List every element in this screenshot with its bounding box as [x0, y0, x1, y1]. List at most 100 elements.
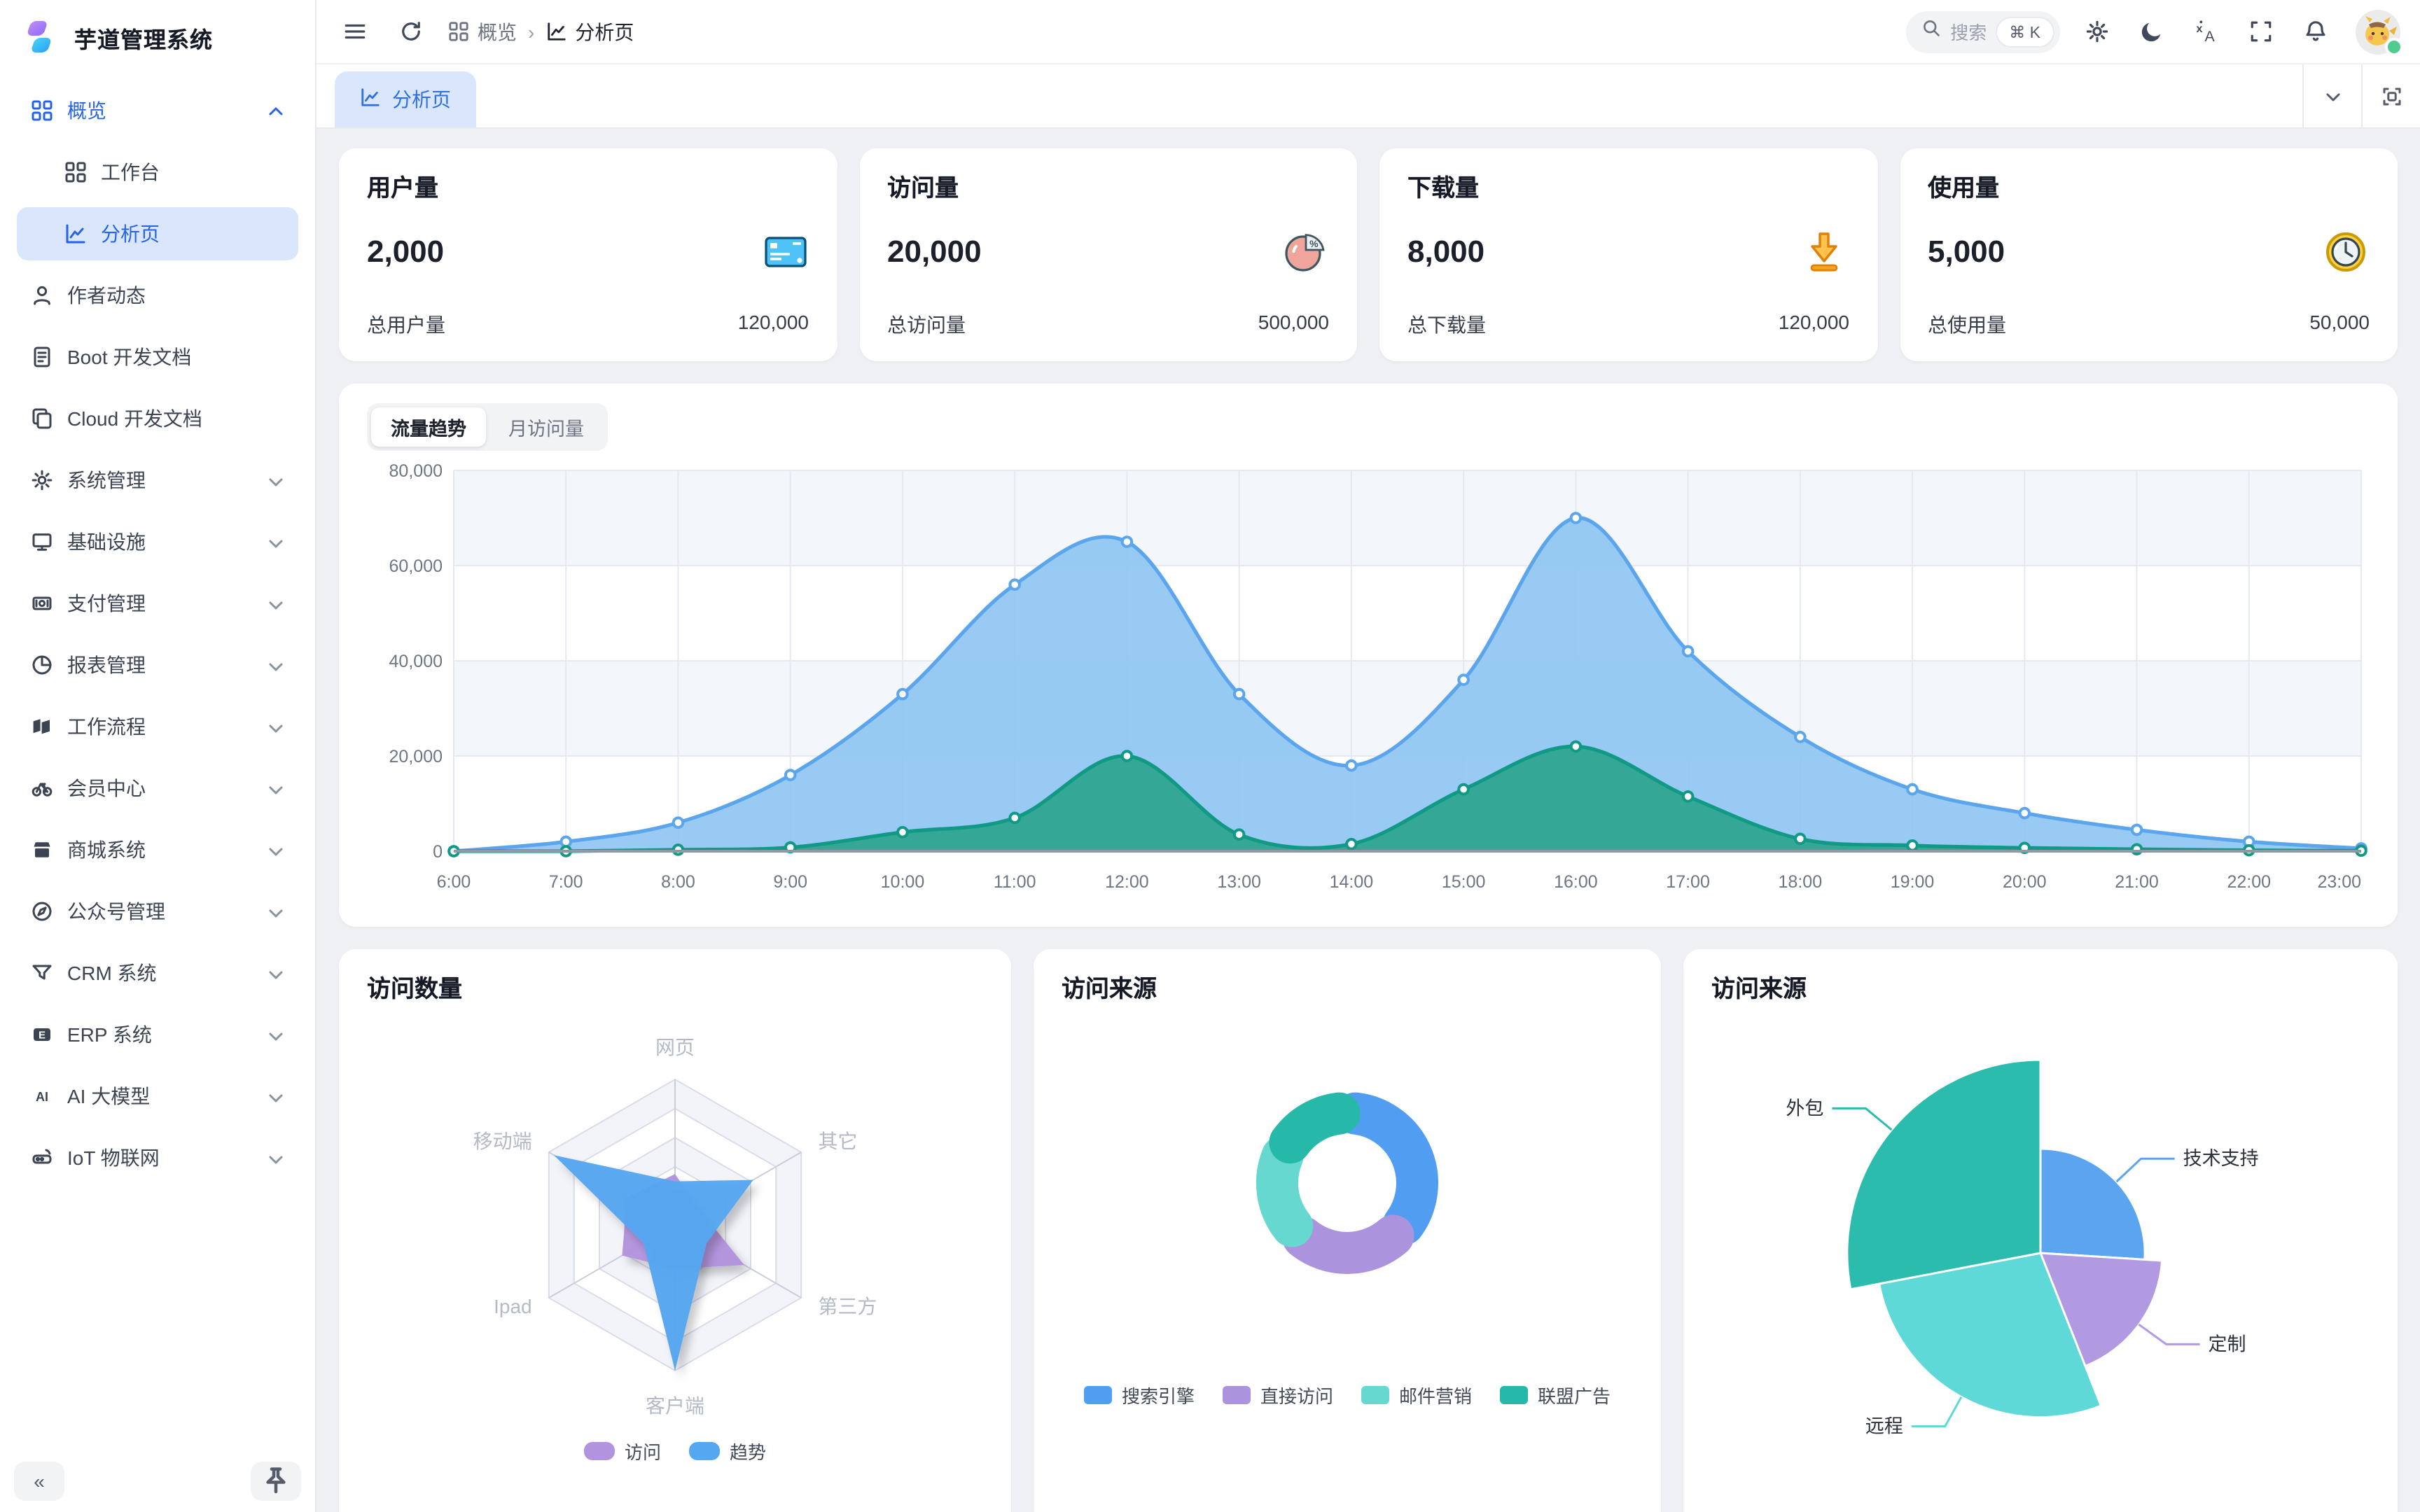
sidebar-item-label: 概览 [67, 99, 106, 122]
user-icon [34, 286, 50, 305]
visit-count-title: 访问数量 [367, 976, 462, 1002]
sidebar-item-workbench[interactable]: 工作台 [17, 146, 298, 199]
radar-legend-item-1[interactable]: 趋势 [689, 1438, 766, 1464]
stat-card-visits: 访问量 20,000 % 总访问量 500,000 [859, 148, 1357, 361]
page-content: 用户量 2,000 总用户量 120,000 访问量 20,000 % 总访问量… [317, 129, 2420, 1512]
chevron-down-icon [269, 786, 283, 794]
sidebar-item-label: 支付管理 [67, 592, 146, 615]
search-icon [1923, 20, 1940, 36]
refresh-button[interactable] [392, 13, 429, 50]
donut-legend-item-3[interactable]: 联盟广告 [1500, 1382, 1611, 1408]
chevron-down-icon [269, 848, 283, 856]
gear-icon [32, 470, 53, 491]
stat-title: 下载量 [1407, 175, 1479, 202]
content-fullscreen-button[interactable] [2361, 64, 2420, 127]
sidebar-item-member[interactable]: 会员中心 [17, 762, 298, 815]
workflow-icon [33, 719, 50, 734]
svg-text:Ipad: Ipad [494, 1296, 532, 1317]
legend-swatch [1361, 1386, 1389, 1404]
donut-legend-item-1[interactable]: 直接访问 [1222, 1382, 1333, 1408]
svg-text:6:00: 6:00 [437, 872, 471, 892]
notifications-button[interactable] [2297, 13, 2333, 50]
sidebar-item-label: 会员中心 [67, 777, 146, 799]
report-icon [32, 655, 52, 675]
svg-text:x: x [2196, 23, 2202, 35]
expand-icon [2382, 87, 2400, 105]
traffic-area-chart[interactable]: 80,000 60,000 40,000 20,000 0 6:00 7:00 8:00 9:0… [367, 451, 2371, 916]
sidebar-item-system[interactable]: 系统管理 [17, 454, 298, 507]
svg-text:17:00: 17:00 [1666, 872, 1710, 892]
breadcrumb-item-0[interactable]: 概览 [448, 18, 517, 46]
sidebar-item-mp[interactable]: 公众号管理 [17, 885, 298, 938]
visit-source-donut-chart[interactable] [1123, 1004, 1571, 1376]
sidebar-pin-button[interactable] [251, 1462, 301, 1501]
search-placeholder: 搜索 [1950, 22, 1987, 43]
sidebar-item-label: 分析页 [101, 223, 160, 245]
online-status-dot [2385, 37, 2403, 55]
legend-swatch [1222, 1386, 1251, 1404]
rose-label-3: 外包 [1786, 1098, 1823, 1119]
stats-row: 用户量 2,000 总用户量 120,000 访问量 20,000 % 总访问量… [339, 148, 2398, 361]
svg-text:15:00: 15:00 [1442, 872, 1486, 892]
stat-total-value: 120,000 [1778, 311, 1849, 333]
svg-text:7:00: 7:00 [549, 872, 583, 892]
traffic-tab-1[interactable]: 月访问量 [489, 407, 604, 447]
stat-card-usage: 使用量 5,000 总使用量 50,000 [1900, 148, 2398, 361]
sidebar-item-overview[interactable]: 概览 [17, 84, 298, 137]
stat-card-downloads: 下载量 8,000 总下载量 120,000 [1379, 148, 1877, 361]
radar-legend-item-0[interactable]: 访问 [583, 1438, 661, 1464]
sidebar-item-erp[interactable]: E ERP 系统 [17, 1008, 298, 1061]
mall-icon [34, 842, 50, 858]
chevron-down-icon [269, 540, 283, 548]
settings-button[interactable] [2078, 13, 2115, 50]
sidebar-item-iot[interactable]: IoT 物联网 [17, 1131, 298, 1184]
sidebar-item-ai[interactable]: AI AI 大模型 [17, 1070, 298, 1123]
stat-card-users: 用户量 2,000 总用户量 120,000 [339, 148, 837, 361]
menu-toggle-button[interactable] [336, 13, 373, 50]
tab-analysis-page[interactable]: 分析页 [335, 71, 476, 127]
rose-label-1: 定制 [2209, 1334, 2246, 1354]
download-icon [1809, 232, 1837, 272]
sidebar-collapse-button[interactable]: « [14, 1462, 64, 1501]
svg-text:A: A [2204, 28, 2214, 43]
grid-icon [65, 162, 86, 183]
sidebar-item-crm[interactable]: CRM 系统 [17, 946, 298, 1000]
svg-text:14:00: 14:00 [1330, 872, 1374, 892]
search-input[interactable]: 搜索 ⌘ K [1905, 10, 2060, 52]
chevron-down-icon [269, 909, 283, 918]
payment-icon [32, 596, 52, 610]
sidebar-item-workflow[interactable]: 工作流程 [17, 700, 298, 753]
chevron-down-icon [269, 971, 283, 979]
grid-icon [449, 22, 468, 41]
sidebar-item-author-news[interactable]: 作者动态 [17, 269, 298, 322]
sidebar-item-analysis[interactable]: 分析页 [17, 207, 298, 260]
sidebar-item-report[interactable]: 报表管理 [17, 638, 298, 692]
dark-mode-button[interactable] [2133, 13, 2169, 50]
sidebar-item-infra[interactable]: 基础设施 [17, 515, 298, 568]
svg-text:AI: AI [36, 1090, 48, 1104]
breadcrumb-item-1[interactable]: 分析页 [545, 18, 634, 46]
traffic-tab-0[interactable]: 流量趋势 [371, 407, 486, 447]
tab-options-button[interactable] [2302, 64, 2361, 127]
legend-swatch [1500, 1386, 1529, 1404]
fullscreen-button[interactable] [2242, 13, 2279, 50]
sidebar-item-payment[interactable]: 支付管理 [17, 577, 298, 630]
svg-text:16:00: 16:00 [1554, 872, 1598, 892]
app-logo[interactable]: 芋道管理系统 [0, 0, 315, 67]
stat-value: 2,000 [367, 234, 445, 269]
user-avatar[interactable] [2356, 9, 2403, 55]
sidebar-item-cloud-docs[interactable]: Cloud 开发文档 [17, 392, 298, 445]
hamburger-icon [344, 24, 365, 39]
donut-legend-item-0[interactable]: 搜索引擎 [1083, 1382, 1195, 1408]
donut-legend-item-2[interactable]: 邮件营销 [1361, 1382, 1472, 1408]
sidebar-item-label: IoT 物联网 [67, 1147, 160, 1169]
chevron-down-icon [269, 663, 283, 671]
sidebar-item-mall[interactable]: 商城系统 [17, 823, 298, 876]
sidebar-item-boot-docs[interactable]: Boot 开发文档 [17, 330, 298, 384]
